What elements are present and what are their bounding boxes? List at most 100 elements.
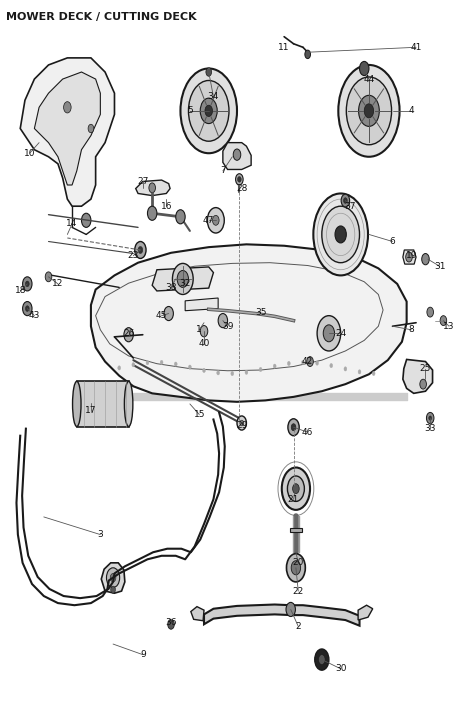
Circle shape	[291, 561, 301, 575]
Circle shape	[212, 216, 219, 225]
Circle shape	[237, 177, 241, 182]
Circle shape	[358, 370, 361, 374]
Text: 46: 46	[302, 428, 313, 437]
Text: 21: 21	[288, 495, 299, 504]
Text: 18: 18	[15, 286, 26, 296]
Circle shape	[207, 208, 224, 233]
Circle shape	[231, 372, 234, 376]
Circle shape	[330, 364, 333, 368]
Text: 7: 7	[220, 167, 226, 175]
Circle shape	[217, 371, 219, 375]
Text: 4: 4	[409, 106, 414, 116]
Circle shape	[23, 277, 32, 291]
Circle shape	[316, 361, 319, 365]
Circle shape	[181, 69, 237, 153]
Circle shape	[307, 357, 313, 367]
Text: 30: 30	[335, 664, 346, 674]
Circle shape	[240, 420, 244, 426]
Ellipse shape	[73, 381, 81, 427]
Text: 2: 2	[295, 622, 301, 631]
Text: 31: 31	[434, 262, 446, 271]
Polygon shape	[358, 605, 373, 620]
Text: 36: 36	[165, 618, 177, 627]
Circle shape	[406, 252, 412, 262]
Circle shape	[132, 362, 135, 367]
Circle shape	[124, 328, 133, 342]
Text: 9: 9	[140, 650, 146, 659]
Text: 20: 20	[292, 558, 304, 567]
Polygon shape	[204, 605, 359, 625]
Text: 42: 42	[302, 357, 313, 366]
Circle shape	[359, 62, 369, 76]
Circle shape	[189, 365, 191, 369]
Circle shape	[315, 649, 329, 670]
Circle shape	[344, 367, 347, 371]
Circle shape	[291, 424, 296, 431]
Circle shape	[286, 554, 305, 582]
Text: 26: 26	[123, 329, 134, 337]
Circle shape	[118, 366, 120, 370]
Circle shape	[26, 281, 29, 286]
Polygon shape	[101, 563, 125, 593]
Circle shape	[88, 124, 94, 133]
Circle shape	[189, 81, 229, 141]
Circle shape	[64, 101, 71, 113]
Text: 17: 17	[85, 406, 97, 415]
Circle shape	[358, 95, 379, 126]
Circle shape	[200, 98, 217, 123]
Text: 34: 34	[208, 92, 219, 101]
Text: 15: 15	[193, 410, 205, 419]
Text: 16: 16	[161, 201, 172, 211]
Circle shape	[341, 194, 350, 207]
Circle shape	[286, 603, 295, 617]
Text: 39: 39	[222, 322, 233, 331]
Circle shape	[177, 270, 189, 287]
Text: 38: 38	[165, 283, 177, 292]
Text: 10: 10	[24, 149, 36, 157]
Text: 24: 24	[335, 329, 346, 337]
Text: 45: 45	[156, 311, 167, 320]
Text: 14: 14	[66, 219, 78, 228]
Text: 19: 19	[406, 251, 417, 260]
Circle shape	[82, 213, 91, 228]
Polygon shape	[77, 381, 128, 427]
Circle shape	[317, 316, 341, 351]
Text: 13: 13	[443, 322, 455, 331]
Polygon shape	[185, 298, 218, 311]
Circle shape	[233, 149, 241, 160]
Circle shape	[319, 654, 325, 664]
Text: 22: 22	[292, 586, 304, 596]
Polygon shape	[403, 250, 416, 264]
Circle shape	[429, 416, 432, 420]
Circle shape	[202, 368, 205, 372]
Text: 44: 44	[363, 74, 374, 84]
Text: MOWER DECK / CUTTING DECK: MOWER DECK / CUTTING DECK	[6, 12, 197, 22]
Circle shape	[313, 194, 368, 275]
Circle shape	[168, 620, 174, 629]
Circle shape	[23, 301, 32, 316]
Circle shape	[245, 370, 248, 374]
Circle shape	[218, 313, 228, 328]
Text: 29: 29	[236, 420, 247, 430]
Circle shape	[200, 325, 208, 337]
Circle shape	[174, 362, 177, 367]
Circle shape	[273, 364, 276, 368]
Circle shape	[420, 379, 427, 389]
Circle shape	[305, 50, 310, 59]
Circle shape	[173, 264, 193, 294]
Text: partstree: partstree	[158, 313, 241, 332]
Text: 1: 1	[196, 325, 202, 334]
Ellipse shape	[124, 381, 133, 427]
Circle shape	[149, 183, 155, 193]
Circle shape	[26, 306, 29, 311]
Polygon shape	[152, 267, 213, 291]
Polygon shape	[223, 143, 251, 169]
Circle shape	[338, 65, 400, 157]
Circle shape	[164, 306, 173, 320]
Circle shape	[138, 247, 143, 254]
Text: 23: 23	[128, 251, 139, 260]
Circle shape	[344, 198, 347, 203]
Circle shape	[440, 316, 447, 325]
Circle shape	[427, 413, 434, 424]
Circle shape	[236, 174, 243, 185]
